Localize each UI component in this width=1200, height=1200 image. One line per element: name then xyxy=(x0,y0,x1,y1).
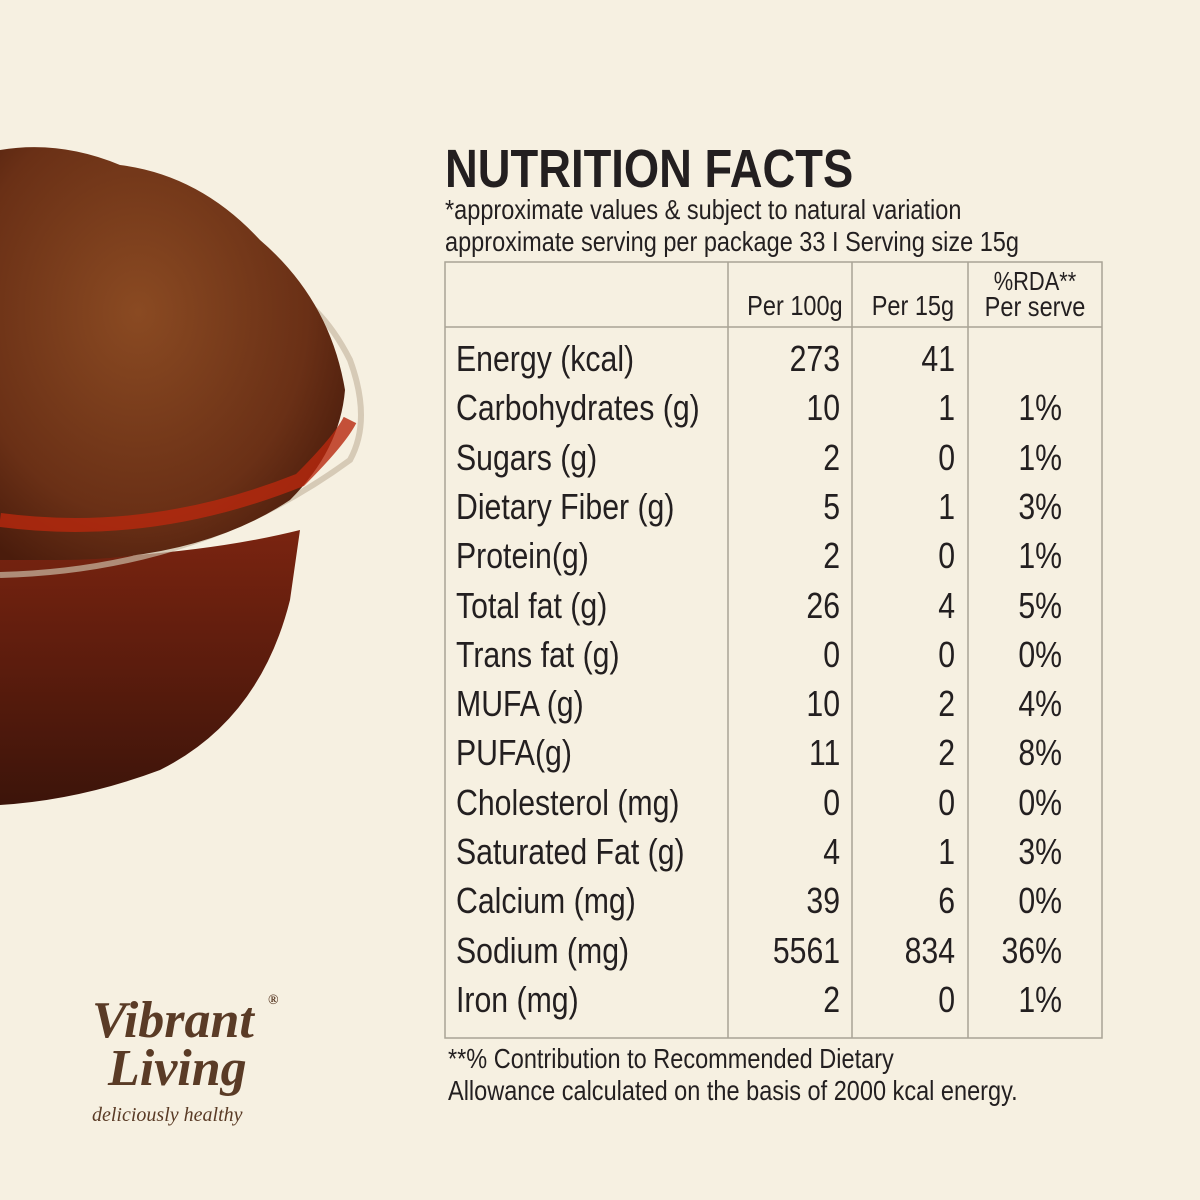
nutrient-value: 2 xyxy=(823,978,840,1020)
nutrient-name: Protein(g) xyxy=(456,535,589,577)
nutrient-name: Cholesterol (mg) xyxy=(456,781,680,823)
nutrient-value: 2 xyxy=(823,436,840,478)
nutrient-value: 2 xyxy=(938,683,955,725)
nutrient-value: 26 xyxy=(806,584,840,626)
nutrient-value: 0 xyxy=(938,535,955,577)
column-header: Per serve xyxy=(984,291,1086,322)
note: *approximate values & subject to natural… xyxy=(445,194,962,225)
nutrient-name: Saturated Fat (g) xyxy=(456,831,685,872)
nutrient-value: 1% xyxy=(1018,436,1062,478)
pickle xyxy=(0,147,345,560)
nutrient-value: 2 xyxy=(823,535,840,577)
nutrient-value: 39 xyxy=(806,880,840,922)
nutrient-value: 1 xyxy=(938,485,955,527)
nutrient-name: Dietary Fiber (g) xyxy=(456,485,675,527)
nutrient-value: 41 xyxy=(921,338,955,379)
nutrient-value: 1 xyxy=(938,831,955,872)
table-lines xyxy=(444,261,1103,1039)
column-header: Per 100g xyxy=(747,290,843,321)
nutrient-name: Trans fat (g) xyxy=(456,633,620,675)
nutrient-value: 5% xyxy=(1018,584,1062,626)
brand-name: Vibrant xyxy=(92,992,254,1049)
nutrient-value: 3% xyxy=(1018,485,1062,527)
serving: approximate serving per package 33 I Ser… xyxy=(445,226,1019,257)
nutrient-value: 5 xyxy=(823,485,840,527)
nutrient-value: 273 xyxy=(789,338,840,379)
nutrient-name: PUFA(g) xyxy=(456,732,572,774)
nutrient-value: 0% xyxy=(1018,633,1062,675)
nutrient-value: 0 xyxy=(938,781,955,823)
column-header: %RDA** xyxy=(993,266,1077,296)
nutrient-value: 3% xyxy=(1018,831,1062,872)
nutrient-value: 0% xyxy=(1018,880,1062,922)
nutrient-name: Iron (mg) xyxy=(456,978,579,1020)
nutrient-value: 0% xyxy=(1018,781,1062,823)
column-header: Per 15g xyxy=(871,290,954,321)
oil xyxy=(0,416,357,532)
nutrient-value: 2 xyxy=(938,732,955,774)
nutrient-value: 11 xyxy=(808,732,840,774)
registered-mark: ® xyxy=(268,993,279,1008)
nutrient-value: 10 xyxy=(806,387,840,429)
nutrient-value: 0 xyxy=(823,633,840,675)
nutrient-value: 4 xyxy=(823,831,840,872)
nutrient-value: 10 xyxy=(806,683,840,725)
nutrient-name: Sodium (mg) xyxy=(456,929,630,971)
nutrient-name: Carbohydrates (g) xyxy=(456,387,700,429)
nutrient-value: 1% xyxy=(1018,535,1062,577)
nutrient-value: 5561 xyxy=(772,929,840,971)
nutrient-value: 0 xyxy=(823,781,840,823)
nutrient-name: Total fat (g) xyxy=(456,584,608,626)
footnote: **% Contribution to Recommended Dietary xyxy=(448,1043,894,1074)
footnote: Allowance calculated on the basis of 200… xyxy=(448,1075,1018,1106)
nutrient-value: 0 xyxy=(938,978,955,1020)
tagline: deliciously healthy xyxy=(92,1104,243,1126)
nutrient-value: 4 xyxy=(938,584,955,626)
nutrient-value: 0 xyxy=(938,633,955,675)
nutrient-name: Sugars (g) xyxy=(456,436,598,478)
nutrient-value: 36% xyxy=(1001,929,1062,971)
brand-name: Living xyxy=(108,1040,247,1097)
nutrient-value: 1% xyxy=(1018,978,1062,1020)
nutrient-value: 8% xyxy=(1018,732,1062,774)
nutrient-value: 1 xyxy=(938,387,955,429)
bowl xyxy=(0,530,300,805)
nutrient-value: 834 xyxy=(904,929,955,971)
title: NUTRITION FACTS xyxy=(445,139,854,199)
nutrient-name: MUFA (g) xyxy=(456,683,584,725)
bowl-rim xyxy=(0,277,364,578)
nutrient-value: 1% xyxy=(1018,387,1062,429)
nutrient-name: Energy (kcal) xyxy=(456,338,635,379)
nutrient-value: 6 xyxy=(938,880,955,922)
nutrient-value: 4% xyxy=(1018,683,1062,725)
nutrient-name: Calcium (mg) xyxy=(456,880,636,922)
nutrient-value: 0 xyxy=(938,436,955,478)
